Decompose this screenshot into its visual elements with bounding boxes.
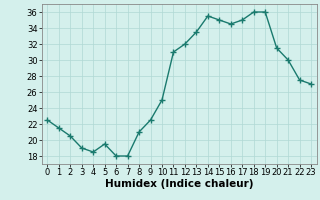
X-axis label: Humidex (Indice chaleur): Humidex (Indice chaleur) bbox=[105, 179, 253, 189]
